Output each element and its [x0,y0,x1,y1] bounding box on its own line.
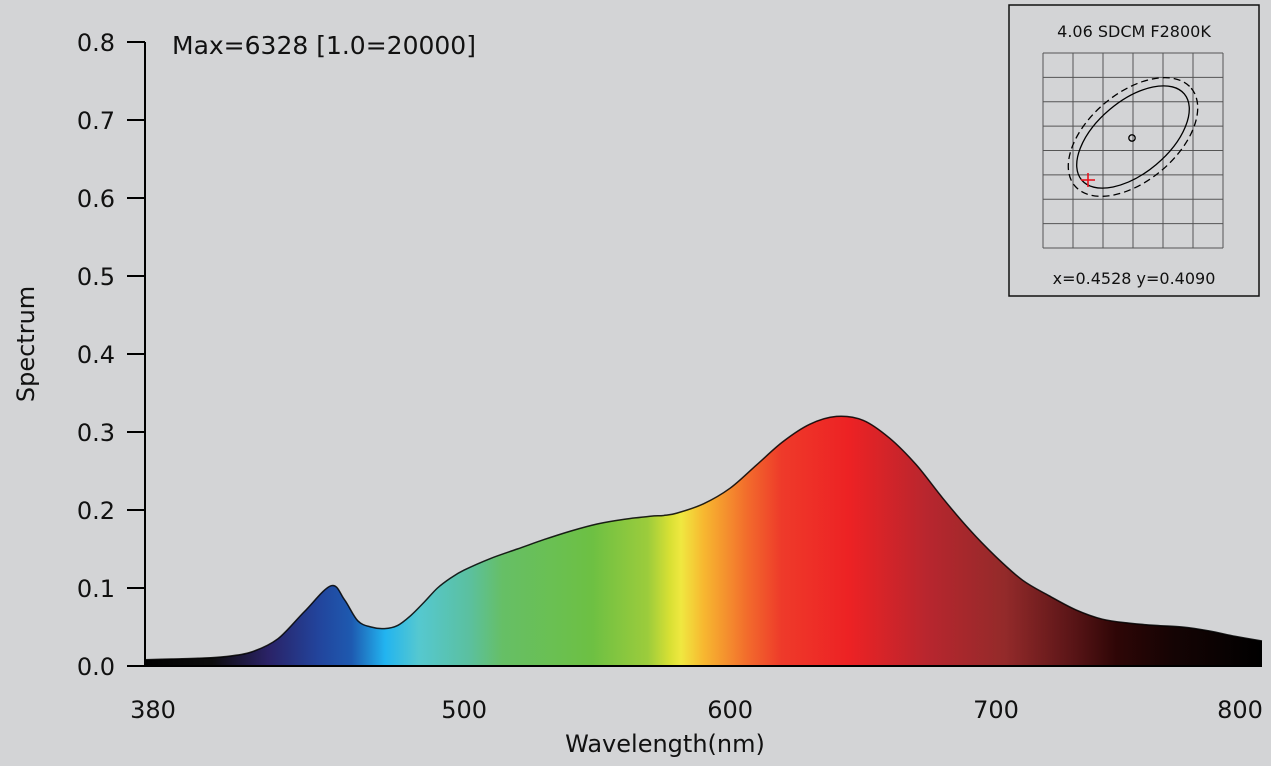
y-tick-label: 0.0 [77,653,115,681]
inset-title: 4.06 SDCM F2800K [1057,22,1211,41]
y-axis-ticks: 0.0 0.1 0.2 0.3 0.4 0.5 0.6 0.7 0.8 [77,29,145,681]
spectrum-outline [144,415,1263,661]
inset-frame [1008,4,1260,297]
x-tick-label: 700 [973,696,1019,724]
y-tick-label: 0.6 [77,185,115,213]
y-tick-label: 0.5 [77,263,115,291]
chart-title: Max=6328 [1.0=20000] [172,31,476,60]
x-tick-label: 800 [1217,696,1263,724]
y-tick-label: 0.7 [77,107,115,135]
x-axis-title: Wavelength(nm) [565,730,765,758]
y-tick-label: 0.3 [77,419,115,447]
measured-point-marker [1081,173,1095,187]
spectrum-area [145,416,1262,666]
inset-grid [1042,52,1224,249]
y-tick-label: 0.1 [77,575,115,603]
y-tick-label: 0.4 [77,341,115,369]
x-tick-label: 380 [130,696,176,724]
chromaticity-inset: 4.06 SDCM F2800K x=0.4528 y=0.4090 [1008,4,1260,297]
inset-coordinates: x=0.4528 y=0.4090 [1053,269,1216,288]
y-tick-label: 0.8 [77,29,115,57]
target-point-marker [1128,134,1136,142]
x-axis-ticks: 380 500 600 700 800 [130,696,1263,724]
y-tick-label: 0.2 [77,497,115,525]
x-tick-label: 500 [441,696,487,724]
y-axis-title: Spectrum [12,286,40,402]
x-tick-label: 600 [707,696,753,724]
